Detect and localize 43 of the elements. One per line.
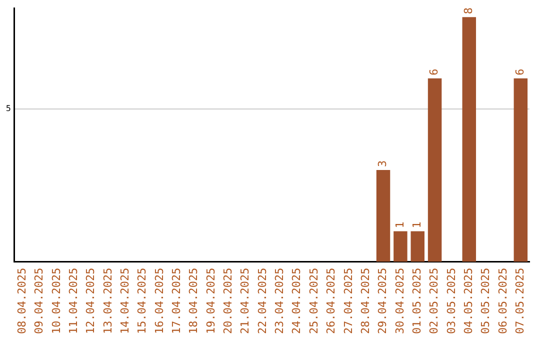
bar: [376, 170, 390, 262]
data-label: 6: [514, 68, 527, 76]
bar: [394, 231, 408, 262]
x-tick-label: 05.05.2025: [479, 268, 492, 334]
x-tick-label: 28.04.2025: [358, 268, 372, 334]
x-tick-label: 11.04.2025: [66, 268, 80, 334]
x-tick-label: 26.04.2025: [324, 268, 338, 334]
x-tick-label: 27.04.2025: [342, 268, 355, 334]
y-tick-label: 5: [6, 104, 11, 113]
x-tick-label: 24.04.2025: [290, 268, 304, 334]
x-tick-label: 07.05.2025: [514, 268, 527, 334]
x-tick-label: 06.05.2025: [496, 268, 510, 334]
x-tick-label: 09.04.2025: [32, 268, 46, 334]
x-tick-label: 14.04.2025: [118, 268, 132, 334]
x-tick-label: 30.04.2025: [393, 268, 406, 334]
x-tick-label: 12.04.2025: [84, 268, 98, 334]
x-tick-label: 20.04.2025: [222, 268, 235, 334]
x-tick-label: 17.04.2025: [170, 268, 184, 334]
x-tick-label: 15.04.2025: [136, 268, 149, 334]
bar: [410, 231, 424, 262]
data-label: 3: [376, 160, 390, 168]
bar: [428, 78, 442, 262]
x-tick-label: 03.05.2025: [444, 268, 458, 334]
x-tick-label: 29.04.2025: [376, 268, 390, 334]
x-tick-label: 18.04.2025: [187, 268, 200, 334]
x-tick-label: 22.04.2025: [256, 268, 269, 334]
data-label: 1: [393, 222, 406, 228]
x-tick-label: 08.04.2025: [15, 268, 28, 334]
x-tick-label: 16.04.2025: [152, 268, 166, 334]
x-tick-label: 23.04.2025: [273, 268, 286, 334]
data-label: 1: [410, 222, 424, 228]
x-tick-label: 01.05.2025: [410, 268, 424, 334]
bar: [462, 17, 476, 262]
x-tick-label: 10.04.2025: [50, 268, 63, 334]
data-label: 8: [462, 8, 475, 14]
data-label: 6: [428, 68, 441, 76]
x-tick-label: 13.04.2025: [101, 268, 114, 334]
x-tick-label: 19.04.2025: [204, 268, 218, 334]
x-tick-label: 21.04.2025: [238, 268, 252, 334]
x-tick-label: 04.05.2025: [462, 268, 475, 334]
x-tick-label: 25.04.2025: [307, 268, 320, 334]
x-tick-label: 02.05.2025: [428, 268, 441, 334]
bar: [514, 78, 528, 262]
